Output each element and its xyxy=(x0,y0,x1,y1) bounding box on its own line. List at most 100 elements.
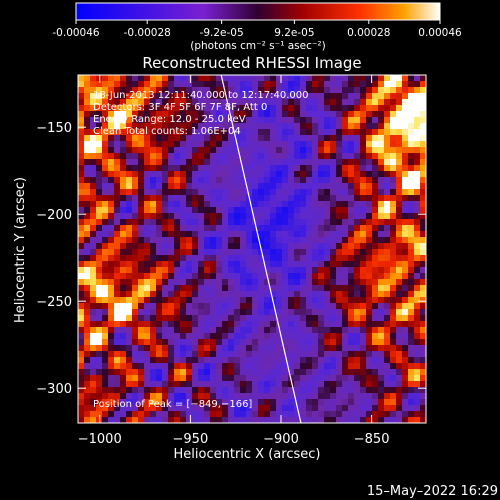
heatmap-cell xyxy=(288,153,295,160)
heatmap-cell xyxy=(414,183,421,190)
heatmap-cell xyxy=(228,225,235,232)
heatmap-cell xyxy=(408,159,415,166)
heatmap-cell xyxy=(210,411,217,418)
heatmap-cell xyxy=(144,207,151,214)
heatmap-cell xyxy=(384,213,391,220)
heatmap-cell xyxy=(300,219,307,226)
heatmap-cell xyxy=(342,219,349,226)
heatmap-cell xyxy=(252,303,259,310)
heatmap-cell xyxy=(120,135,127,142)
heatmap-cell xyxy=(246,351,253,358)
heatmap-cell xyxy=(162,93,169,100)
heatmap-cell xyxy=(384,225,391,232)
heatmap-cell xyxy=(168,369,175,376)
heatmap-cell xyxy=(414,117,421,124)
heatmap-cell xyxy=(354,201,361,208)
heatmap-cell xyxy=(234,111,241,118)
heatmap-cell xyxy=(168,81,175,88)
heatmap-cell xyxy=(156,195,163,202)
heatmap-cell xyxy=(234,147,241,154)
heatmap-cell xyxy=(120,405,127,412)
heatmap-cell xyxy=(366,219,373,226)
heatmap-cell xyxy=(108,393,115,400)
heatmap-cell xyxy=(390,75,397,82)
heatmap-cell xyxy=(420,249,426,256)
heatmap-cell xyxy=(156,315,163,322)
heatmap-cell xyxy=(336,285,343,292)
heatmap-cell xyxy=(192,201,199,208)
heatmap-cell xyxy=(198,111,205,118)
heatmap-cell xyxy=(414,201,421,208)
heatmap-cell xyxy=(378,261,385,268)
colorbar-tick-label: 9.2e-05 xyxy=(274,27,314,39)
heatmap-cell xyxy=(252,213,259,220)
x-tick-label: −950 xyxy=(173,432,209,447)
heatmap-cell xyxy=(330,81,337,88)
heatmap-cell xyxy=(270,153,277,160)
heatmap-cell xyxy=(282,81,289,88)
heatmap-cell xyxy=(282,327,289,334)
heatmap-cell xyxy=(348,129,355,136)
heatmap-cell xyxy=(120,75,127,82)
heatmap-cell xyxy=(138,417,145,423)
heatmap-cell xyxy=(234,405,241,412)
heatmap-cell xyxy=(252,195,259,202)
heatmap-cell xyxy=(138,255,145,262)
heatmap-cell xyxy=(330,321,337,328)
heatmap-cell xyxy=(222,165,229,172)
heatmap-cell xyxy=(348,123,355,130)
heatmap-cell xyxy=(216,375,223,382)
heatmap-cell xyxy=(108,411,115,418)
heatmap-cell xyxy=(420,75,426,82)
heatmap-cell xyxy=(360,183,367,190)
heatmap-cell xyxy=(354,237,361,244)
heatmap-cell xyxy=(402,267,409,274)
heatmap-cell xyxy=(78,249,85,256)
heatmap-cell xyxy=(402,153,409,160)
heatmap-cell xyxy=(180,207,187,214)
heatmap-cell xyxy=(354,183,361,190)
heatmap-cell xyxy=(120,345,127,352)
heatmap-cell xyxy=(198,225,205,232)
heatmap-cell xyxy=(168,363,175,370)
heatmap-cell xyxy=(342,177,349,184)
heatmap-cell xyxy=(162,243,169,250)
heatmap-cell xyxy=(336,381,343,388)
heatmap-cell xyxy=(168,321,175,328)
heatmap-cell xyxy=(150,291,157,298)
heatmap-cell xyxy=(264,279,271,286)
heatmap-cell xyxy=(378,285,385,292)
heatmap-cell xyxy=(390,129,397,136)
heatmap-cell xyxy=(84,165,91,172)
heatmap-cell xyxy=(378,399,385,406)
heatmap-cell xyxy=(120,261,127,268)
heatmap-cell xyxy=(108,177,115,184)
heatmap-cell xyxy=(90,123,97,130)
heatmap-cell xyxy=(120,99,127,106)
heatmap-cell xyxy=(180,369,187,376)
heatmap-cell xyxy=(144,195,151,202)
heatmap-cell xyxy=(414,357,421,364)
heatmap-cell xyxy=(330,231,337,238)
heatmap-cell xyxy=(378,225,385,232)
heatmap-cell xyxy=(378,123,385,130)
heatmap-cell xyxy=(342,285,349,292)
heatmap-cell xyxy=(396,411,403,418)
heatmap-cell xyxy=(270,219,277,226)
heatmap-cell xyxy=(186,345,193,352)
heatmap-cell xyxy=(234,183,241,190)
heatmap-cell xyxy=(198,315,205,322)
heatmap-cell xyxy=(408,351,415,358)
heatmap-cell xyxy=(240,225,247,232)
heatmap-cell xyxy=(366,189,373,196)
heatmap-cell xyxy=(348,261,355,268)
heatmap-cell xyxy=(168,237,175,244)
heatmap-cell xyxy=(372,267,379,274)
heatmap-cell xyxy=(390,285,397,292)
heatmap-cell xyxy=(378,129,385,136)
heatmap-cell xyxy=(258,219,265,226)
heatmap-cell xyxy=(126,183,133,190)
heatmap-cell xyxy=(306,231,313,238)
heatmap-cell xyxy=(270,393,277,400)
heatmap-cell xyxy=(90,417,97,423)
